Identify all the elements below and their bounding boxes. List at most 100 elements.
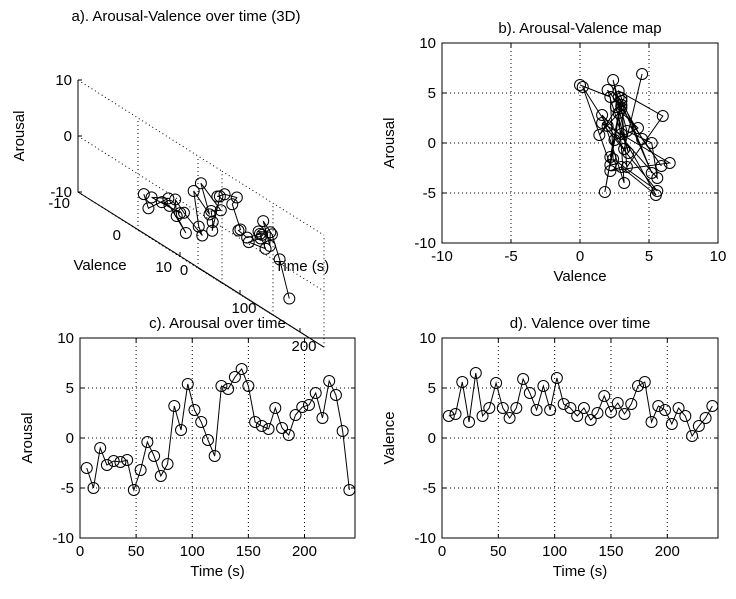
data-point — [222, 383, 235, 395]
data-point — [604, 406, 617, 418]
data-point — [201, 434, 214, 446]
data-point — [620, 161, 633, 173]
data-point — [302, 399, 315, 411]
y-tick-label: -5 — [423, 185, 436, 202]
data-point — [604, 151, 617, 163]
data-point — [234, 223, 247, 236]
data-point — [242, 236, 255, 249]
data-point — [598, 390, 611, 402]
plot-frame — [441, 337, 719, 539]
data-point — [142, 202, 155, 215]
series-line — [448, 372, 713, 438]
data-point — [571, 410, 584, 422]
data-point — [170, 210, 183, 223]
data-point — [618, 143, 631, 155]
data-point — [80, 462, 93, 474]
x-tick-label: 0 — [438, 543, 446, 560]
y-tick-label: -5 — [61, 480, 74, 497]
data-point — [329, 389, 342, 401]
data-point — [692, 420, 705, 432]
data-point — [496, 402, 509, 414]
x-tick-label: -5 — [504, 248, 517, 265]
data-point — [608, 134, 621, 146]
data-point — [283, 292, 296, 305]
data-point — [94, 442, 107, 454]
data-point — [591, 407, 604, 419]
data-point — [649, 189, 662, 201]
data-point — [169, 193, 182, 206]
y-tick-label: -10 — [414, 530, 436, 547]
data-point — [679, 410, 692, 422]
data-point — [282, 429, 295, 441]
data-point — [141, 436, 154, 448]
data-point — [177, 206, 190, 219]
series-line — [579, 73, 672, 196]
y-axis-label: Arousal — [381, 118, 398, 169]
data-point — [137, 188, 150, 201]
data-point — [611, 397, 624, 409]
data-point — [230, 191, 243, 204]
y-tick-label: 10 — [57, 330, 74, 347]
y-tick-label: 0 — [66, 430, 74, 447]
data-point — [530, 404, 543, 416]
data-point — [208, 450, 221, 462]
x-tick-label: 100 — [231, 300, 256, 317]
data-point — [256, 228, 269, 241]
data-point — [206, 216, 219, 229]
x-axis-label: Time (s) — [275, 258, 329, 275]
data-point — [523, 387, 536, 399]
data-point — [656, 110, 669, 122]
data-point — [503, 412, 516, 424]
data-point — [179, 226, 192, 239]
data-point — [607, 74, 620, 86]
data-point — [195, 416, 208, 428]
data-point — [296, 401, 309, 413]
chart-title: d). Valence over time — [510, 315, 651, 332]
data-point — [622, 147, 635, 159]
y-tick-label: 0 — [113, 227, 121, 244]
data-point — [615, 99, 628, 111]
y-tick-label: -10 — [52, 530, 74, 547]
data-point — [601, 120, 614, 132]
data-point — [235, 363, 248, 375]
y-axis-label: Valence — [381, 411, 398, 464]
data-point — [625, 398, 638, 410]
x-axis-label: Time (s) — [190, 563, 244, 580]
data-point — [187, 184, 200, 197]
data-point — [188, 404, 201, 416]
y-tick-label: 10 — [155, 259, 172, 276]
x-tick-label: 50 — [128, 543, 145, 560]
data-point — [155, 196, 168, 209]
x-tick-label: 200 — [655, 543, 680, 560]
data-point — [263, 239, 276, 252]
data-point — [665, 418, 678, 430]
data-point — [584, 414, 597, 426]
data-point — [517, 373, 530, 385]
data-point — [576, 81, 589, 93]
data-point — [596, 117, 609, 129]
y-tick-label: 0 — [428, 430, 436, 447]
data-point — [618, 177, 631, 189]
data-point — [604, 165, 617, 177]
data-point — [257, 215, 270, 228]
data-point — [596, 109, 609, 121]
x-axis-label: Valence — [553, 268, 606, 285]
data-point — [264, 226, 277, 239]
data-point — [276, 422, 289, 434]
data-point — [564, 402, 577, 414]
y-tick-label: 10 — [419, 330, 436, 347]
data-point — [148, 450, 161, 462]
data-point — [574, 79, 586, 91]
data-point — [273, 253, 286, 266]
data-point — [214, 204, 227, 217]
data-point — [593, 129, 606, 141]
z-axis-label: Arousal — [11, 111, 28, 162]
data-point — [550, 372, 563, 384]
data-point — [323, 375, 336, 387]
data-point — [255, 420, 268, 432]
data-point — [636, 68, 649, 80]
data-point — [114, 456, 127, 468]
data-point — [218, 188, 231, 201]
